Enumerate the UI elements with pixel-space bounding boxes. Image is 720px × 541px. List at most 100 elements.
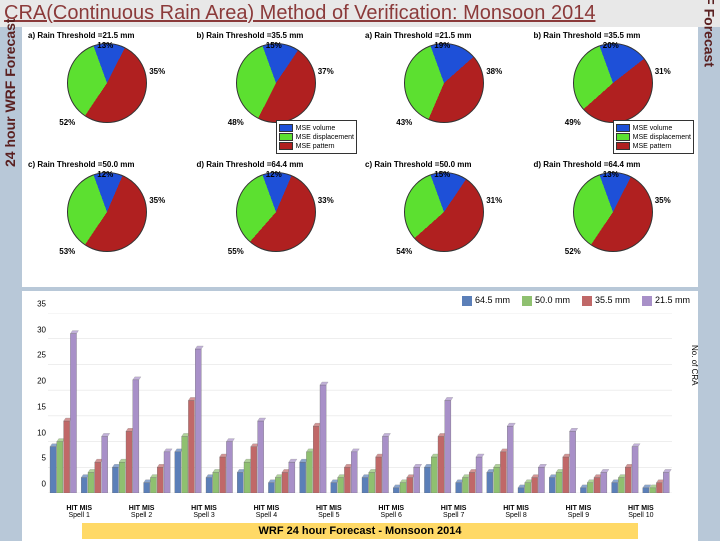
legend-swatch [279,124,293,132]
x-group-label: HIT MISSpell 9 [547,505,609,519]
pie-pct-label: 48% [228,118,244,127]
x-group-label: HIT MISSpell 8 [485,505,547,519]
pie-pct-label: 35% [149,67,165,76]
bar-chart-title: WRF 24 hour Forecast - Monsoon 2014 [82,523,638,539]
pie-chart [236,43,316,123]
pie-subtitle: c) Rain Threshold =50.0 mm [28,160,134,169]
bar-legend-item: 64.5 mm [462,295,510,306]
legend-swatch [279,142,293,150]
x-group-label: HIT MISSpell 2 [110,505,172,519]
legend-swatch [582,296,592,306]
pie-chart [404,172,484,252]
x-labels: HIT MISSpell 1HIT MISSpell 2HIT MISSpell… [48,505,672,519]
pie-pct-label: 13% [603,170,619,179]
pie-pct-label: 54% [396,247,412,256]
pie-pct-label: 33% [318,196,334,205]
x-group-label: HIT MISSpell 5 [298,505,360,519]
pie-cell: c) Rain Threshold =50.0 mm15% 31% 54% [361,158,528,285]
right-y-label: No. of CRA [690,345,699,385]
page-title: CRA(Continuous Rain Area) Method of Veri… [0,0,720,27]
y-tick: 10 [37,428,46,437]
pie-pct-label: 38% [486,67,502,76]
pie-chart [573,172,653,252]
pie-legend: MSE volume MSE displacement MSE pattern [276,120,357,154]
pie-pct-label: 49% [565,118,581,127]
legend-swatch [616,124,630,132]
bar-section: 64.5 mm 50.0 mm 35.5 mm 21.5 mm 0 5 10 15 20 25 3… [22,291,698,541]
pie-cell: b) Rain Threshold =35.5 mm15% 37% 48% MSE v… [193,29,360,156]
pie-pct-label: 35% [149,196,165,205]
x-group-label: HIT MISSpell 10 [610,505,672,519]
pie-cell: d) Rain Threshold =64.4 mm13% 35% 52% [530,158,697,285]
y-axis: 05101520253035 [28,313,46,493]
pie-pct-label: 12% [266,170,282,179]
y-tick: 20 [37,377,46,386]
legend-label: MSE displacement [633,134,691,141]
legend-label: MSE pattern [296,143,335,150]
pie-pct-label: 19% [434,41,450,50]
x-group-label: HIT MISSpell 6 [360,505,422,519]
pie-chart [404,43,484,123]
pie-pct-label: 52% [565,247,581,256]
bar-legend-item: 50.0 mm [522,295,570,306]
pie-subtitle: d) Rain Threshold =64.4 mm [197,160,304,169]
legend-swatch [616,133,630,141]
pie-pct-label: 55% [228,247,244,256]
pie-grid: a) Rain Threshold =21.5 mm13%35%52%b) Ra… [22,27,698,287]
pie-cell: d) Rain Threshold =64.4 mm12% 33% 55% [193,158,360,285]
legend-label: MSE volume [296,125,336,132]
pie-pct-label: 13% [97,41,113,50]
legend-swatch [616,142,630,150]
bar-legend-item: 35.5 mm [582,295,630,306]
pie-subtitle: a) Rain Threshold =21.5 mm [365,31,471,40]
pie-pct-label: 43% [396,118,412,127]
y-tick: 30 [37,325,46,334]
pie-subtitle: c) Rain Threshold =50.0 mm [365,160,471,169]
bar-legend: 64.5 mm 50.0 mm 35.5 mm 21.5 mm [462,295,690,306]
pie-pct-label: 15% [266,41,282,50]
legend-label: MSE pattern [633,143,672,150]
pie-chart [236,172,316,252]
legend-label: MSE displacement [296,134,354,141]
x-group-label: HIT MISSpell 1 [48,505,110,519]
y-tick: 35 [37,300,46,309]
pie-pct-label: 53% [59,247,75,256]
left-axis-label: 24 hour WRF Forecast [2,18,18,167]
legend-swatch [522,296,532,306]
legend-swatch [279,133,293,141]
x-group-label: HIT MISSpell 7 [422,505,484,519]
legend-swatch [642,296,652,306]
pie-subtitle: b) Rain Threshold =35.5 mm [534,31,641,40]
pie-section: 24 hour WRF Forecast 48 hour WRF Forecas… [0,27,720,287]
legend-label: MSE volume [633,125,673,132]
pie-cell: b) Rain Threshold =35.5 mm20% 31% 49% MSE v… [530,29,697,156]
pie-chart [573,43,653,123]
pie-pct-label: 35% [655,196,671,205]
pie-legend: MSE volume MSE displacement MSE pattern [613,120,694,154]
legend-swatch [462,296,472,306]
pie-pct-label: 15% [434,170,450,179]
pie-pct-label: 31% [486,196,502,205]
y-tick: 5 [42,454,46,463]
pie-pct-label: 20% [603,41,619,50]
pie-chart [67,43,147,123]
pie-pct-label: 37% [318,67,334,76]
pie-pct-label: 12% [97,170,113,179]
pie-subtitle: a) Rain Threshold =21.5 mm [28,31,134,40]
pie-subtitle: b) Rain Threshold =35.5 mm [197,31,304,40]
pie-subtitle: d) Rain Threshold =64.4 mm [534,160,641,169]
right-axis-label: 48 hour WRF Forecast [702,0,718,67]
bar-legend-item: 21.5 mm [642,295,690,306]
pie-pct-label: 31% [655,67,671,76]
y-tick: 15 [37,402,46,411]
x-group-label: HIT MISSpell 3 [173,505,235,519]
pie-cell: c) Rain Threshold =50.0 mm12% 35% 53% [24,158,191,285]
pie-chart [67,172,147,252]
pie-cell: a) Rain Threshold =21.5 mm13% 35% 52% [24,29,191,156]
y-tick: 25 [37,351,46,360]
x-group-label: HIT MISSpell 4 [235,505,297,519]
y-tick: 0 [42,480,46,489]
bar-chart [48,313,672,493]
pie-pct-label: 52% [59,118,75,127]
pie-cell: a) Rain Threshold =21.5 mm19% 38% 43% [361,29,528,156]
